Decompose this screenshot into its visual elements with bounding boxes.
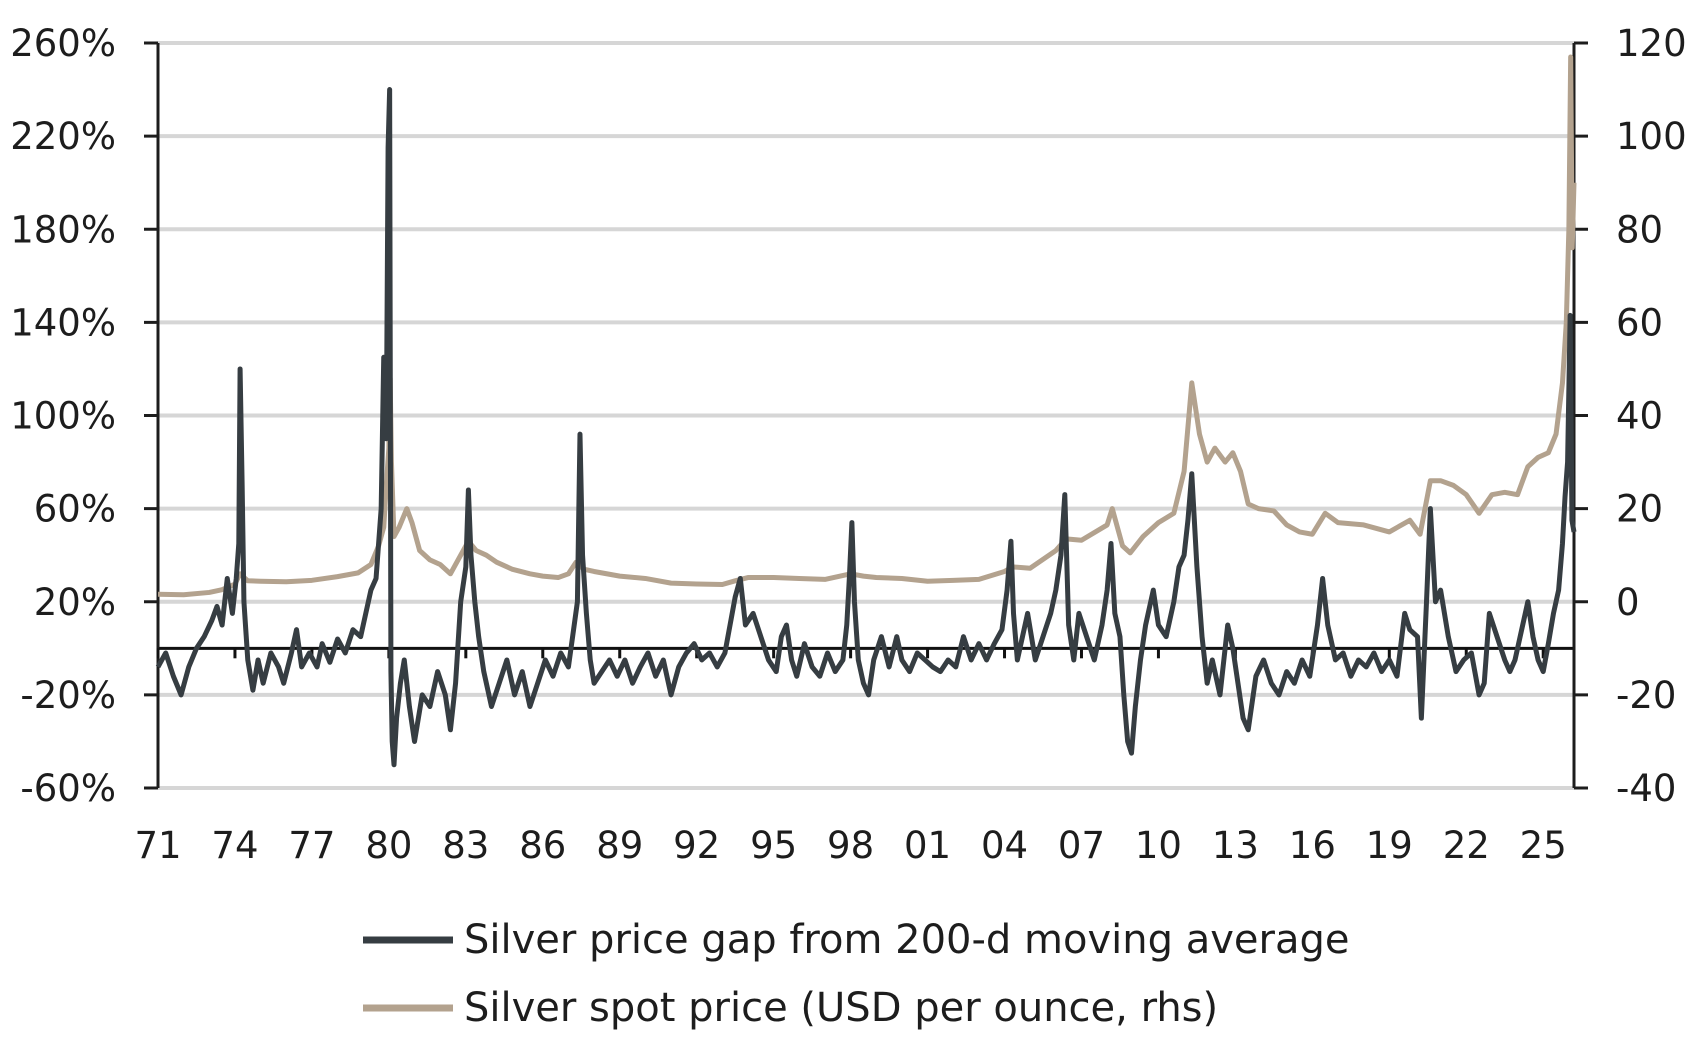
right-tick-label: 100 (1616, 115, 1687, 158)
legend-item-gap: Silver price gap from 200-d moving avera… (363, 917, 1349, 963)
x-tick-label: 01 (904, 824, 951, 867)
x-tick-label: 74 (211, 824, 258, 867)
gridlines (158, 41, 1574, 790)
right-tick-label: 40 (1616, 395, 1663, 438)
x-tick-label: 19 (1366, 824, 1413, 867)
x-tick-label: 25 (1520, 824, 1567, 867)
right-tick-label: 0 (1616, 581, 1640, 624)
x-tick-label: 89 (596, 824, 643, 867)
left-tick-label: 180% (10, 208, 116, 251)
left-axis-ticks: -60% -20% 20% 60% 100% 140% 180% 220% 260% (10, 22, 158, 810)
x-tick-label: 71 (134, 824, 181, 867)
x-tick-label: 10 (1135, 824, 1182, 867)
x-tick-label: 95 (750, 824, 797, 867)
x-tick-label: 92 (673, 824, 720, 867)
x-tick-label: 22 (1443, 824, 1490, 867)
left-tick-label: 100% (10, 395, 116, 438)
left-tick-label: 220% (10, 115, 116, 158)
x-tick-label: 77 (288, 824, 335, 867)
x-tick-label: 83 (442, 824, 489, 867)
right-tick-label: -40 (1616, 767, 1676, 810)
left-tick-label: 140% (10, 301, 116, 344)
legend-item-spot: Silver spot price (USD per ounce, rhs) (363, 985, 1218, 1031)
right-tick-label: 20 (1616, 488, 1663, 531)
left-tick-label: 260% (10, 22, 116, 65)
x-tick-label: 13 (1212, 824, 1259, 867)
series-line-gap (155, 87, 1577, 768)
x-axis-ticks: 71 74 77 80 83 86 89 92 95 98 01 04 07 10 13 16 19 22 25 (134, 648, 1567, 867)
legend-label-spot: Silver spot price (USD per ounce, rhs) (464, 985, 1218, 1031)
left-tick-label: 60% (34, 488, 116, 531)
right-tick-label: 60 (1616, 301, 1663, 344)
x-tick-label: 80 (365, 824, 412, 867)
x-tick-label: 16 (1289, 824, 1336, 867)
right-axis-ticks: -40 -20 0 20 40 60 80 100 120 (1574, 22, 1687, 810)
left-tick-label: -60% (20, 767, 116, 810)
x-tick-label: 04 (981, 824, 1028, 867)
legend: Silver price gap from 200-d moving avera… (363, 917, 1349, 1031)
x-tick-label: 07 (1058, 824, 1105, 867)
x-tick-label: 98 (827, 824, 874, 867)
left-tick-label: -20% (20, 674, 116, 717)
legend-label-gap: Silver price gap from 200-d moving avera… (464, 917, 1349, 963)
right-tick-label: -20 (1616, 674, 1676, 717)
right-tick-label: 80 (1616, 208, 1663, 251)
series-layer (155, 54, 1577, 768)
right-tick-label: 120 (1616, 22, 1687, 65)
left-tick-label: 20% (34, 581, 116, 624)
x-tick-label: 86 (519, 824, 566, 867)
